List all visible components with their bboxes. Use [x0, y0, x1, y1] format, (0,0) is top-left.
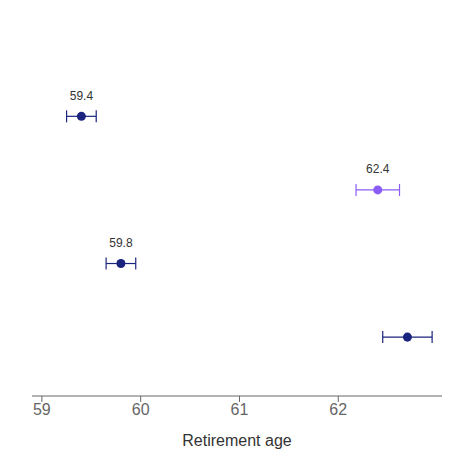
svg-text:59: 59 — [33, 401, 51, 418]
svg-text:62.4: 62.4 — [366, 162, 390, 176]
svg-text:62: 62 — [329, 401, 347, 418]
svg-text:60: 60 — [132, 401, 150, 418]
svg-text:59.8: 59.8 — [109, 236, 133, 250]
svg-text:Retirement age: Retirement age — [182, 432, 291, 449]
svg-text:59.4: 59.4 — [70, 89, 94, 103]
svg-text:61: 61 — [231, 401, 249, 418]
